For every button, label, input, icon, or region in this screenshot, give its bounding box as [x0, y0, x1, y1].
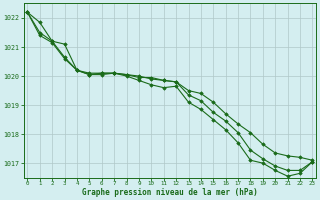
X-axis label: Graphe pression niveau de la mer (hPa): Graphe pression niveau de la mer (hPa) — [82, 188, 258, 197]
